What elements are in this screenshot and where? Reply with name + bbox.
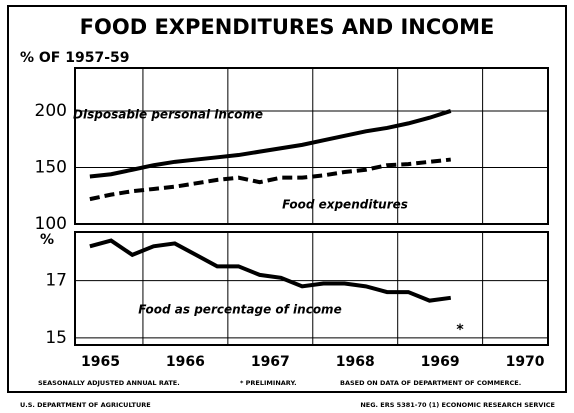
x-tick-label: 1970: [506, 354, 545, 370]
annotation: Food as percentage of income: [138, 303, 341, 317]
y-tick-label: 100: [35, 214, 67, 234]
data-line: [89, 109, 452, 179]
x-tick-label: 1968: [336, 354, 375, 370]
chart-title: FOOD EXPENDITURES AND INCOME: [80, 15, 495, 39]
y-tick-label: 200: [35, 101, 67, 121]
footnote: NEG. ERS 5381-70 (1) ECONOMIC RESEARCH S…: [360, 401, 555, 409]
preliminary-marker: *: [456, 322, 464, 338]
y-tick-label: 17: [45, 271, 67, 291]
x-tick-label: 1965: [81, 354, 120, 370]
footnote: BASED ON DATA OF DEPARTMENT OF COMMERCE.: [340, 379, 521, 387]
annotation: Food expenditures: [282, 198, 408, 212]
plot-area: [74, 231, 549, 346]
y-tick-label: 150: [35, 157, 67, 177]
y-axis-label: % OF 1957-59: [20, 50, 130, 66]
footnote: SEASONALLY ADJUSTED ANNUAL RATE.: [38, 379, 180, 387]
data-line: [89, 238, 452, 303]
x-tick-label: 1966: [166, 354, 205, 370]
annotation: Disposable personal income: [73, 108, 263, 122]
x-tick-label: 1967: [251, 354, 290, 370]
x-tick-label: 1969: [421, 354, 460, 370]
footnote: * PRELIMINARY.: [240, 379, 297, 387]
y-tick-label: 15: [45, 328, 67, 348]
y-axis-label: %: [40, 232, 54, 248]
frame: [7, 5, 567, 393]
footnote: U.S. DEPARTMENT OF AGRICULTURE: [20, 401, 151, 409]
data-line: [89, 157, 451, 202]
